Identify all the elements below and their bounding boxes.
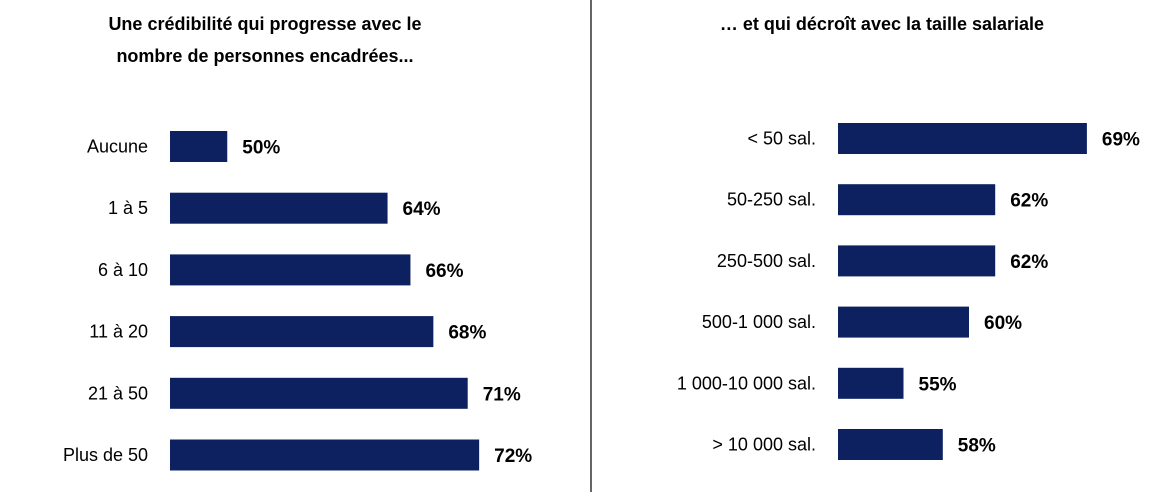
value-label: 66% [425,261,463,282]
category-label: Plus de 50 [63,445,148,465]
category-label: 11 à 20 [89,322,148,342]
value-label: 64% [403,199,441,220]
value-label: 58% [958,436,996,457]
value-label: 62% [1010,191,1048,212]
category-label: < 50 sal. [747,129,816,149]
category-label: > 10 000 sal. [712,435,816,455]
chart-title-line: Une crédibilité qui progresse avec le [108,14,421,34]
bar [838,429,943,460]
value-label: 72% [494,446,532,467]
category-label: 250-500 sal. [717,251,816,271]
chart-title-line: … et qui décroît avec la taille salarial… [720,14,1044,34]
value-label: 60% [984,313,1022,334]
bar [170,439,480,471]
category-label: 21 à 50 [88,383,148,403]
value-label: 62% [1010,252,1048,273]
left-chart: Une crédibilité qui progresse avec le nom… [63,14,532,471]
category-label: 6 à 10 [98,260,148,280]
category-label: 500-1 000 sal. [702,312,816,332]
chart-title-line: nombre de personnes encadrées... [116,46,413,66]
value-label: 68% [448,323,486,344]
bar [838,367,904,399]
bar [838,184,996,216]
bar [170,192,388,224]
bar [170,316,434,348]
category-label: Aucune [87,137,148,157]
bar [170,377,468,409]
value-label: 55% [919,374,957,395]
bar [170,131,228,162]
right-chart: … et qui décroît avec la taille salarial… [677,14,1140,460]
bar [170,254,411,286]
bar [838,306,969,338]
category-label: 1 000-10 000 sal. [677,373,816,393]
bar [838,245,996,277]
category-label: 1 à 5 [108,198,148,218]
value-label: 50% [242,138,280,159]
value-label: 69% [1102,130,1140,151]
category-label: 50-250 sal. [727,190,816,210]
value-label: 71% [483,384,521,405]
bar [838,123,1087,154]
